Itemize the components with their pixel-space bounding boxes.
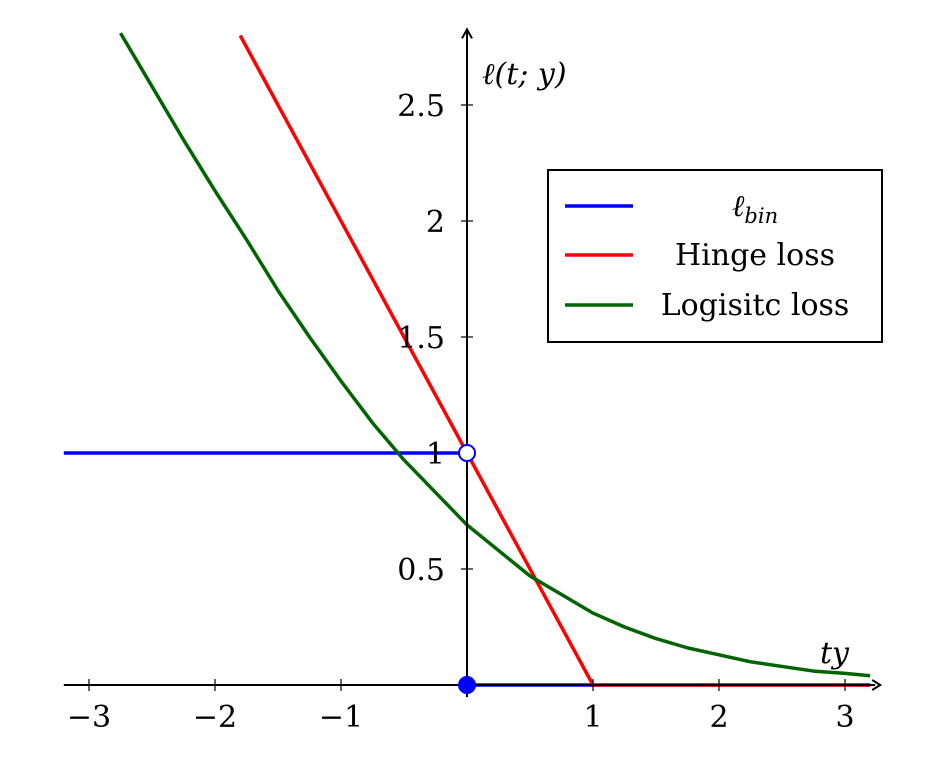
series-1-line (238, 34, 871, 687)
axes-layer (63, 27, 883, 697)
x-tick-label: −2 (193, 700, 237, 735)
x-axis-label: ty (820, 636, 850, 671)
y-axis-arrowhead (461, 27, 473, 39)
x-axis-arrowhead (871, 679, 883, 691)
legend-label-lbin: ℓbin (732, 189, 778, 228)
x-tick-label: 3 (835, 700, 854, 735)
x-tick-label: −1 (319, 700, 363, 735)
open-point-marker (458, 444, 476, 462)
x-tick-label: 2 (709, 700, 728, 735)
y-tick-label: 1 (426, 437, 445, 472)
legend: ℓbin Hinge loss Logisitc loss (547, 169, 883, 343)
y-axis-label: ℓ(t; y) (482, 57, 567, 92)
legend-label-main: ℓ (732, 189, 745, 224)
x-tick-label: −3 (67, 700, 111, 735)
y-tick-label: 1.5 (397, 321, 445, 356)
legend-label-hinge: Hinge loss (675, 238, 835, 273)
y-tick-label: 2 (426, 205, 445, 240)
legend-label-logistic: Logisitc loss (661, 288, 850, 323)
markers-layer (458, 444, 476, 694)
y-tick-label: 2.5 (397, 89, 445, 124)
y-tick-label: 0.5 (397, 553, 445, 588)
ticks-layer: −3 −2 −1 1 2 3 0.5 1 1.5 2 2.5 (67, 89, 855, 735)
x-tick-label: 1 (583, 700, 602, 735)
legend-label-subscript: bin (744, 204, 778, 228)
series-2-line (118, 32, 871, 678)
filled-point-marker (458, 676, 476, 694)
